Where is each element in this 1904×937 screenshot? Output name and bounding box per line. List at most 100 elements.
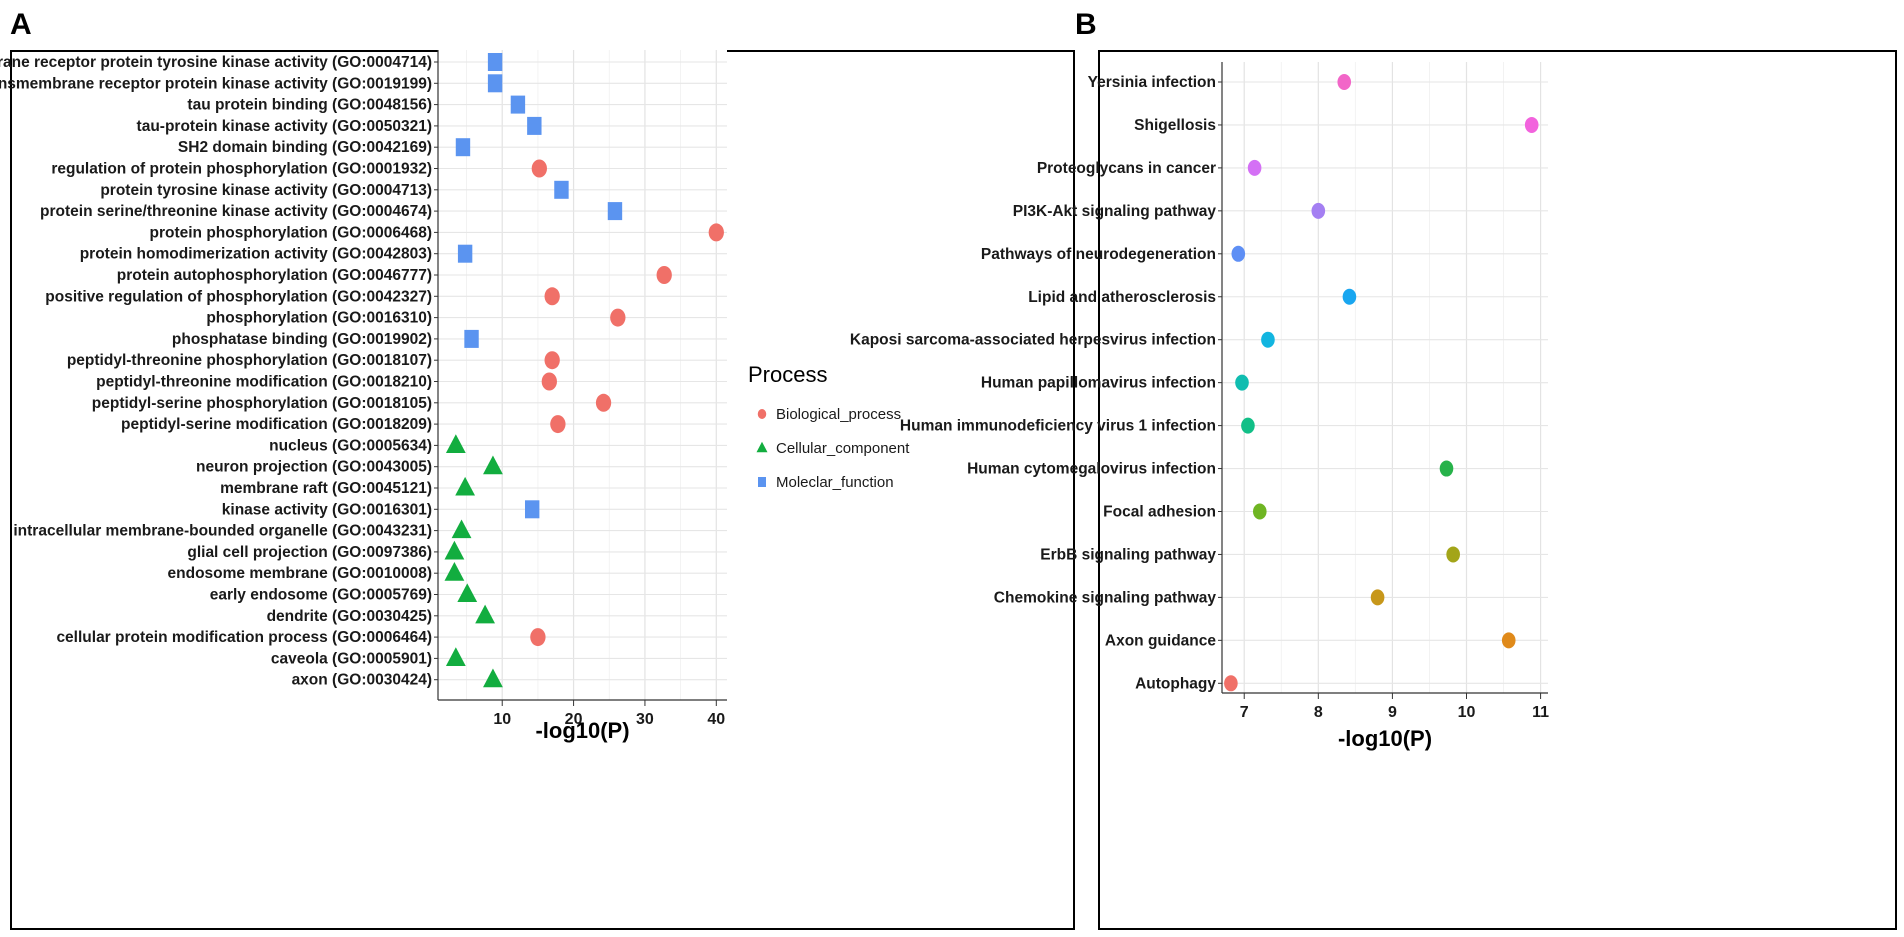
x-tick-label: 9: [1388, 704, 1397, 721]
data-point: [1235, 374, 1249, 391]
data-point: [487, 53, 503, 71]
legend-key: [756, 441, 768, 453]
y-tick-label: ErbB signaling pathway: [1040, 546, 1216, 563]
x-tick-label: 10: [1458, 704, 1476, 721]
data-point: [455, 476, 476, 496]
y-tick-label: Chemokine signaling pathway: [994, 589, 1217, 606]
data-point: [1224, 675, 1238, 692]
data-point: [1247, 159, 1262, 176]
y-tick-label: peptidyl-serine modification (GO:0018209…: [121, 416, 432, 433]
y-tick-label: axon (GO:0030424): [292, 672, 432, 689]
data-point: [510, 95, 526, 114]
data-point: [483, 668, 503, 688]
legend-label: Biological_process: [776, 406, 901, 423]
data-point: [1231, 245, 1246, 262]
data-point: [464, 329, 479, 348]
y-tick-label: peptidyl-threonine modification (GO:0018…: [96, 374, 432, 391]
data-point: [1501, 632, 1516, 649]
data-point: [544, 287, 560, 306]
y-tick-label: protein autophosphorylation (GO:0046777): [117, 267, 432, 284]
data-point: [595, 393, 612, 412]
y-tick-label: peptidyl-serine phosphorylation (GO:0018…: [92, 395, 432, 412]
legend-label: Moleclar_function: [776, 474, 894, 491]
y-tick-label: caveola (GO:0005901): [271, 650, 432, 667]
legend-label: Cellular_component: [776, 440, 910, 457]
data-point: [483, 455, 503, 475]
y-tick-label: transmembrane receptor protein tyrosine …: [0, 54, 432, 71]
y-tick-label: cellular protein modification process (G…: [56, 629, 432, 646]
x-tick-label: 11: [1532, 704, 1549, 721]
y-tick-label: endosome membrane (GO:0010008): [168, 565, 432, 582]
data-point: [544, 351, 560, 370]
y-tick-label: transmembrane receptor protein kinase ac…: [0, 75, 432, 92]
data-point: [1241, 417, 1255, 434]
data-point: [487, 74, 503, 93]
data-point: [1342, 288, 1357, 305]
data-point: [445, 434, 466, 453]
x-tick-label: 10: [493, 711, 511, 728]
data-point: [610, 308, 626, 327]
x-tick-label: 20: [565, 711, 583, 728]
data-point: [607, 202, 623, 221]
y-tick-label: glial cell projection (GO:0097386): [187, 544, 432, 561]
y-tick-label: Human immunodeficiency virus 1 infection: [900, 418, 1216, 435]
x-tick-label: 30: [636, 711, 654, 728]
data-point: [530, 628, 546, 647]
plot-background: [1222, 62, 1548, 693]
data-point: [1337, 74, 1352, 90]
data-point: [541, 372, 557, 391]
y-tick-label: Lipid and atherosclerosis: [1028, 289, 1216, 306]
data-point: [1261, 331, 1275, 348]
panel-a-letter: A: [10, 8, 32, 41]
data-point: [531, 159, 547, 178]
y-tick-label: SH2 domain binding (GO:0042169): [178, 139, 432, 156]
y-tick-label: early endosome (GO:0005769): [210, 587, 432, 604]
y-tick-label: dendrite (GO:0030425): [267, 608, 432, 625]
y-tick-label: protein phosphorylation (GO:0006468): [150, 224, 433, 241]
y-tick-label: phosphatase binding (GO:0019902): [172, 331, 432, 348]
y-tick-label: neuron projection (GO:0043005): [196, 459, 432, 476]
data-point: [708, 223, 724, 242]
y-tick-label: Axon guidance: [1105, 632, 1216, 649]
x-axis-label: -log10(P): [1338, 726, 1432, 751]
data-point: [445, 647, 466, 666]
y-tick-label: protein tyrosine kinase activity (GO:000…: [100, 182, 432, 199]
go-enrichment-plot: transmembrane receptor protein tyrosine …: [0, 50, 910, 743]
y-tick-label: PI3K-Akt signaling pathway: [1013, 203, 1217, 220]
y-tick-label: Focal adhesion: [1103, 504, 1216, 521]
kegg-enrichment-plot: Yersinia infection Shigellosis Proteoglyca…: [850, 62, 1549, 751]
data-point: [656, 266, 672, 284]
data-point: [457, 244, 473, 263]
data-point: [1446, 546, 1460, 563]
data-point: [457, 583, 478, 603]
plot-background: [438, 50, 727, 700]
y-tick-label: protein homodimerization activity (GO:00…: [80, 246, 432, 263]
y-tick-label: intracellular membrane-bounded organelle…: [13, 523, 432, 540]
data-point: [451, 519, 472, 539]
data-point: [444, 540, 465, 560]
y-tick-label: Kaposi sarcoma-associated herpesvirus in…: [850, 332, 1216, 349]
legend-title: Process: [748, 362, 827, 387]
y-tick-label: phosphorylation (GO:0016310): [206, 310, 432, 327]
data-point: [554, 180, 569, 199]
data-point: [550, 415, 566, 434]
data-point: [524, 500, 540, 519]
y-tick-label: protein serine/threonine kinase activity…: [40, 203, 432, 220]
y-tick-label: Human cytomegalovirus infection: [967, 461, 1216, 478]
data-point: [1311, 202, 1326, 219]
panel-b-frame: [1098, 50, 1897, 930]
data-point: [1370, 589, 1385, 606]
y-tick-label: Pathways of neurodegeneration: [981, 246, 1216, 263]
y-tick-label: tau protein binding (GO:0048156): [187, 97, 432, 114]
y-tick-label: Shigellosis: [1134, 117, 1216, 134]
data-point: [1439, 460, 1454, 477]
y-tick-label: nucleus (GO:0005634): [269, 437, 432, 454]
y-tick-label: kinase activity (GO:0016301): [222, 501, 432, 518]
x-tick-label: 8: [1314, 704, 1323, 721]
x-tick-label: 40: [707, 711, 725, 728]
data-point: [455, 138, 471, 157]
y-tick-label: regulation of protein phosphorylation (G…: [51, 161, 432, 178]
data-point: [527, 116, 542, 135]
legend-key: [758, 477, 766, 487]
